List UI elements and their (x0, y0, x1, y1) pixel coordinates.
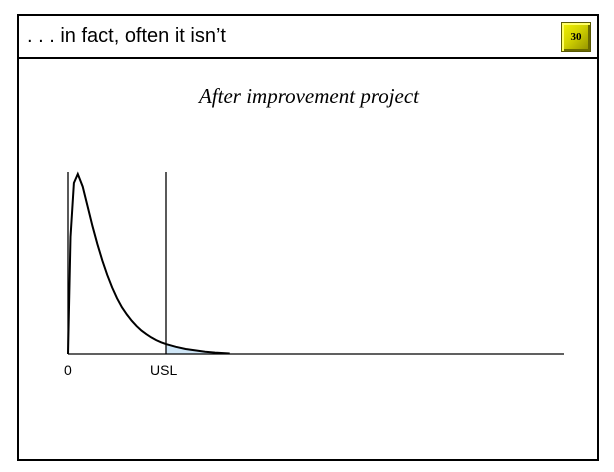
slide: . . . in fact, often it isn’t 30 After i… (17, 14, 599, 461)
distribution-curve (67, 171, 230, 355)
slide-title: . . . in fact, often it isn’t (27, 25, 226, 47)
slide-header: . . . in fact, often it isn’t 30 (19, 16, 597, 59)
x-tick-label-usl: USL (150, 362, 178, 378)
x-tick-label-zero: 0 (64, 362, 72, 378)
chart-title: After improvement project (198, 84, 420, 108)
page-number-badge: 30 (561, 22, 591, 52)
tail-shaded-area (166, 344, 230, 354)
